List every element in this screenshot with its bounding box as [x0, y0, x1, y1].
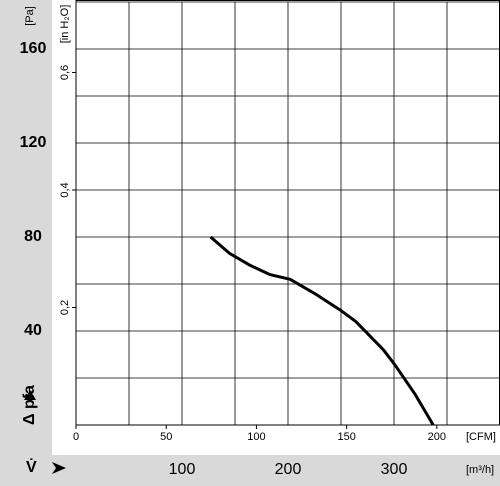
x-tick-label: 100 [169, 461, 196, 478]
x2-tick-label: 200 [428, 431, 446, 443]
x2-tick-label: 150 [337, 431, 355, 443]
y-unit: [Pa] [24, 6, 36, 26]
x-tick-label: 300 [381, 461, 408, 478]
y2-unit: [in H₂O] [59, 5, 71, 44]
y2-tick-label: 0,6 [59, 65, 71, 80]
x2-unit: [CFM] [466, 431, 496, 443]
y-tick-label: 80 [24, 228, 42, 245]
y2-tick-label: 0,2 [59, 300, 71, 315]
y-label: Δ pfa [21, 385, 38, 425]
y-tick-label: 120 [20, 134, 47, 151]
x-tick-label: 200 [275, 461, 302, 478]
curve [209, 235, 435, 426]
y-arrow [24, 390, 36, 400]
y-tick-label: 160 [20, 40, 47, 57]
x-label: V̇ [26, 458, 37, 476]
x2-tick-label: 0 [73, 431, 79, 443]
x-arrow [52, 462, 66, 474]
bottom-band [0, 455, 500, 486]
x2-tick-label: 100 [247, 431, 265, 443]
y2-tick-label: 0,4 [59, 182, 71, 197]
x2-tick-label: 50 [160, 431, 172, 443]
x-unit: [m³/h] [466, 464, 494, 476]
left-band [0, 0, 52, 486]
y-tick-label: 40 [24, 322, 42, 339]
